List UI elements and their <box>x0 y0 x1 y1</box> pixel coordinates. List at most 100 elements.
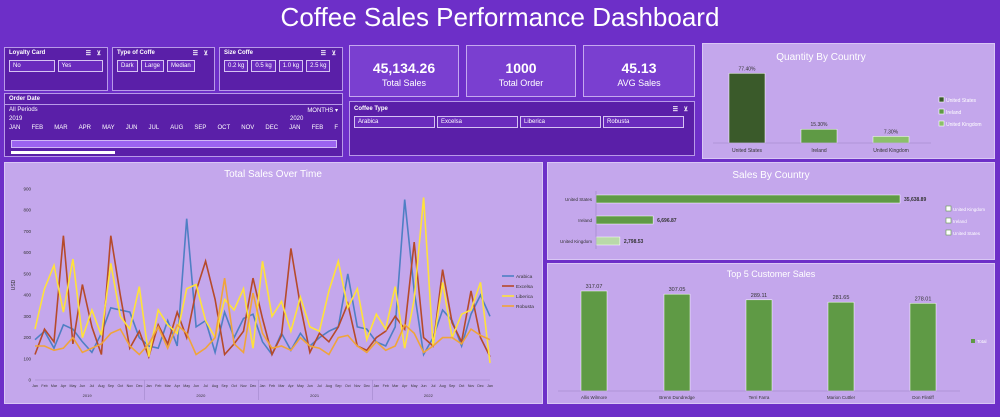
timeline-month[interactable]: FEB <box>311 125 324 131</box>
slicer-option-no[interactable]: No <box>9 60 55 72</box>
timeline-scrollbar[interactable] <box>11 151 115 154</box>
timeline-month[interactable]: FEB <box>31 125 44 131</box>
legend-entry: Excelsa <box>516 284 533 290</box>
data-label: 15.30% <box>811 122 829 128</box>
x-tick-label: Jul <box>317 384 322 388</box>
bar <box>580 290 608 392</box>
filter-clear-icon[interactable]: ☰ ⊻ <box>320 51 338 57</box>
x-tick-label: Nov <box>468 384 475 388</box>
timeline-month[interactable]: JAN <box>289 125 301 131</box>
timeline-month[interactable]: F <box>334 125 338 131</box>
kpi-label: Total Sales <box>381 78 427 88</box>
quantity-by-country-panel: Quantity By Country 77.40% United States 15… <box>702 43 995 159</box>
x-tick-label: Apr <box>174 384 180 388</box>
y-tick-label: 900 <box>23 187 31 192</box>
y-tick-label: 800 <box>23 208 31 213</box>
x-tick-label: Jan <box>260 384 266 388</box>
slicer-option-median[interactable]: Median <box>167 60 195 72</box>
y-tick-label: 0 <box>28 378 31 383</box>
timeline-month[interactable]: AUG <box>170 125 184 131</box>
timeline-month[interactable]: DEC <box>265 125 279 131</box>
timeline-month[interactable]: MAR <box>54 125 68 131</box>
slicer-option-2-5kg[interactable]: 2.5 kg <box>306 60 331 72</box>
timeline-month[interactable]: OCT <box>217 125 231 131</box>
timeline-month[interactable]: JUN <box>125 125 138 131</box>
x-tick-label: Dec <box>477 384 484 388</box>
x-tick-label: Feb <box>269 384 275 388</box>
filter-clear-icon[interactable]: ☰ ⊻ <box>192 51 210 57</box>
slicer-option-1-0kg[interactable]: 1.0 kg <box>278 60 304 72</box>
x-tick-label: Sep <box>449 384 455 388</box>
slicer-option-0-5kg[interactable]: 0.5 kg <box>251 60 276 72</box>
x-tick-label: Jun <box>421 384 427 388</box>
timeline-month[interactable]: JUL <box>148 125 160 131</box>
tick-label: Brenn Dundredge <box>659 395 695 400</box>
y-tick-label: 500 <box>23 271 31 276</box>
slicer-label: Coffee Type <box>354 106 388 112</box>
timeline-unit-dropdown[interactable]: MONTHS ▾ <box>307 108 338 114</box>
slicer-label: Size Coffe <box>224 50 254 56</box>
x-tick-label: Jan <box>146 384 152 388</box>
x-tick-label: Feb <box>155 384 161 388</box>
x-tick-label: Jun <box>193 384 199 388</box>
y-axis-label: USD <box>11 279 17 290</box>
timeline-month[interactable]: NOV <box>241 125 255 131</box>
x-tick-label: Mar <box>278 384 285 388</box>
data-label: 289.11 <box>751 293 767 299</box>
timeline-period: All Periods <box>9 107 38 113</box>
bar <box>745 299 773 392</box>
legend-swatch <box>938 96 945 103</box>
filter-clear-icon[interactable]: ☰ ⊻ <box>85 51 103 57</box>
legend-entry: Arabica <box>516 274 533 280</box>
data-label: 307.05 <box>669 287 686 293</box>
sales-by-country-chart: Sales By Country United States 35,638.89 Ir… <box>560 170 985 249</box>
slicer-option-dark[interactable]: Dark <box>117 60 138 72</box>
x-tick-label: Jul <box>90 384 95 388</box>
total-sales-over-time-panel: Total Sales Over Time 0 100 200 300 400 500 600… <box>4 162 543 404</box>
top-customer-sales-chart: Top 5 Customer Sales 317.07 Allis Wilmore 3… <box>558 269 987 400</box>
x-tick-label: Jun <box>79 384 85 388</box>
x-tick-label: Sep <box>221 384 227 388</box>
tick-label: Don Flintiff <box>912 395 934 400</box>
timeline-month[interactable]: APR <box>78 125 91 131</box>
x-tick-label: May <box>183 384 190 388</box>
chart-title: Sales By Country <box>732 170 809 181</box>
legend-swatch <box>945 217 952 224</box>
slicer-option-arabica[interactable]: Arabica <box>354 116 435 128</box>
slicer-option-large[interactable]: Large <box>140 60 165 72</box>
bar <box>909 303 937 392</box>
kpi-label: AVG Sales <box>617 78 661 88</box>
filter-clear-icon[interactable]: ☰ ⊻ <box>672 107 690 113</box>
x-tick-label: Mar <box>51 384 58 388</box>
slicer-option-excelsa[interactable]: Excelsa <box>437 116 518 128</box>
timeline-range-bar[interactable] <box>11 140 337 148</box>
top-customers-panel: Top 5 Customer Sales 317.07 Allis Wilmore 3… <box>547 263 995 404</box>
legend-swatch <box>971 339 975 343</box>
kpi-total-order: 1000 Total Order <box>466 45 576 97</box>
slicer-option-liberica[interactable]: Liberica <box>520 116 601 128</box>
x-tick-label: Aug <box>326 384 332 388</box>
legend-entry: Ireland <box>953 219 967 224</box>
kpi-total-sales: 45,134.26 Total Sales <box>349 45 459 97</box>
coffee-type-slicer: Coffee Type ☰ ⊻ Arabica Excelsa Liberica … <box>349 101 695 156</box>
legend-entry: United States <box>953 231 981 236</box>
timeline-year: 2020 <box>290 116 304 122</box>
tick-label: Allis Wilmore <box>581 395 607 400</box>
x-tick-label: Dec <box>250 384 257 388</box>
tick-label: United Kingdom <box>873 148 909 154</box>
kpi-value: 45.13 <box>621 60 657 76</box>
x-tick-label: Dec <box>364 384 371 388</box>
tick-label: United States <box>565 197 593 202</box>
x-tick-label: Aug <box>439 384 445 388</box>
tick-label: Ireland <box>578 218 592 223</box>
slicer-option-0-2kg[interactable]: 0.2 kg <box>224 60 249 72</box>
order-date-timeline: Order Date All Periods MONTHS ▾ 2019 202… <box>4 93 343 157</box>
timeline-month[interactable]: JAN <box>9 125 21 131</box>
tick-label: Ireland <box>811 148 827 154</box>
data-label: 281.65 <box>833 295 850 301</box>
timeline-month[interactable]: SEP <box>194 125 207 131</box>
slicer-option-robusta[interactable]: Robusta <box>603 116 684 128</box>
x-tick-label: Nov <box>354 384 361 388</box>
slicer-option-yes[interactable]: Yes <box>57 60 103 72</box>
timeline-month[interactable]: MAY <box>102 125 115 131</box>
